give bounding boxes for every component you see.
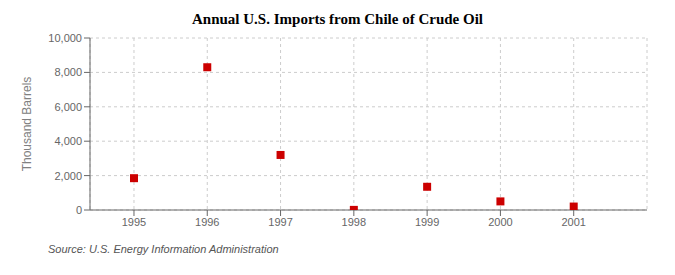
svg-text:8,000: 8,000 <box>54 66 82 78</box>
html-text:Source: U.S. Energy Informatio: Source: U.S. Energy Information Administ… <box>48 243 279 255</box>
svg-text:1995: 1995 <box>122 216 146 228</box>
svg-text:2001: 2001 <box>561 216 585 228</box>
svg-text:1998: 1998 <box>342 216 366 228</box>
svg-text:1996: 1996 <box>195 216 219 228</box>
svg-text:2,000: 2,000 <box>54 170 82 182</box>
svg-text:1999: 1999 <box>415 216 439 228</box>
svg-text:Thousand Barrels: Thousand Barrels <box>20 77 34 172</box>
svg-text:0: 0 <box>76 204 82 216</box>
svg-text:10,000: 10,000 <box>48 32 82 44</box>
svg-text:2000: 2000 <box>488 216 512 228</box>
html-text:Annual U.S. Imports from Chile: Annual U.S. Imports from Chile of Crude … <box>192 11 483 27</box>
svg-text:4,000: 4,000 <box>54 135 82 147</box>
svg-text:6,000: 6,000 <box>54 101 82 113</box>
svg-text:1997: 1997 <box>268 216 292 228</box>
